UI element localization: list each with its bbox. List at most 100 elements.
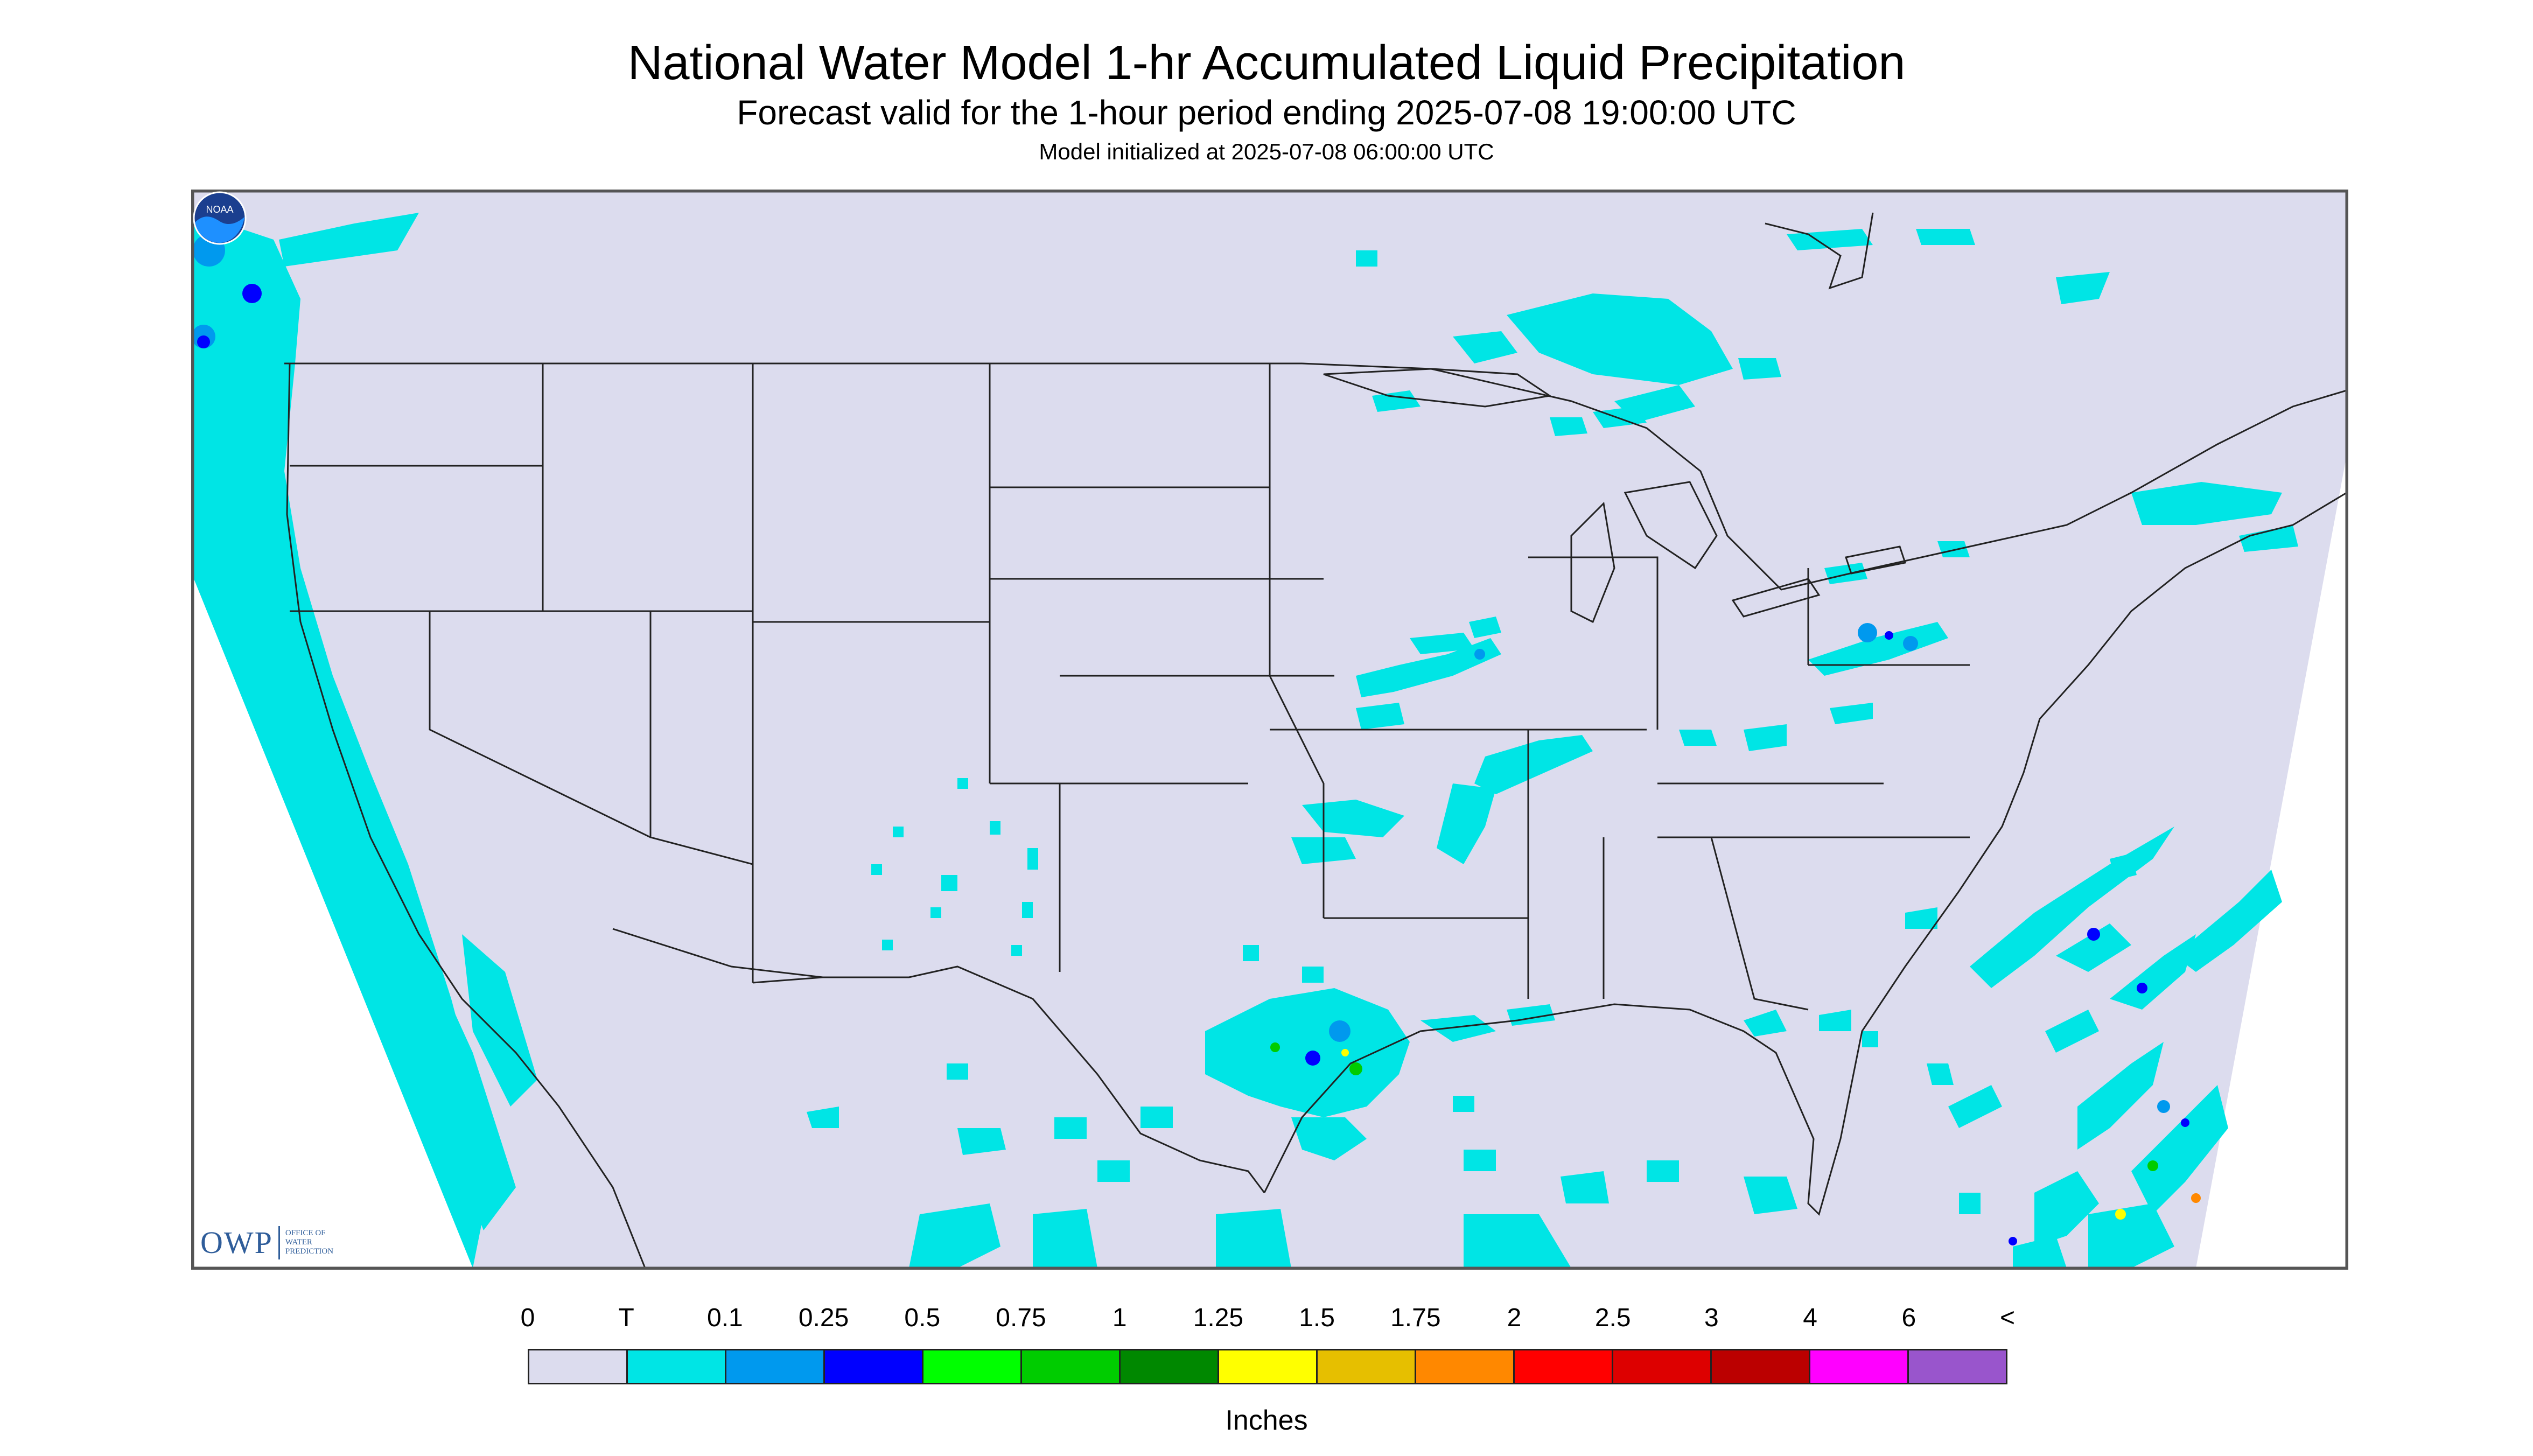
precip-area [1356,250,1377,267]
border-line [1302,362,2347,591]
precip-area [1216,1209,1291,1268]
legend-tick-label: 0.5 [904,1304,941,1332]
legend-swatch [1121,1350,1219,1383]
legend-tick-label: 1.5 [1299,1304,1335,1332]
precip-area [990,821,1000,835]
precip-area [893,827,904,837]
precip-area [1054,1117,1087,1139]
precip-area [1744,1010,1787,1037]
precip-area [1027,848,1038,870]
precip-area [882,940,893,950]
precip-area [1927,1063,1954,1085]
coastline [286,363,646,1268]
precip-cell [1329,1020,1351,1042]
precip-area [930,907,941,918]
precip-area [1679,730,1717,746]
precip-area [1011,945,1022,956]
map-canvas [193,191,2347,1268]
legend-swatch [1416,1350,1515,1383]
precip-area [1022,902,1033,918]
legend-tick-label: T [618,1304,634,1332]
border-line [1710,837,1809,1011]
precip-area [279,213,419,267]
legend-swatch [1022,1350,1121,1383]
precip-area [947,1063,968,1080]
precip-area [1474,735,1593,794]
precip-area [2056,272,2110,304]
precip-cell [2157,1100,2170,1113]
precip-area [1937,541,1970,557]
precip-area [1905,907,1937,929]
precip-area [1421,1015,1496,1042]
precip-cell [1903,636,1918,651]
precip-area [1302,967,1324,983]
precip-area [1464,1214,1571,1268]
legend-swatch [1219,1350,1318,1383]
precip-area [1464,1150,1496,1171]
precip-area [1744,724,1787,751]
precip-area [1356,703,1404,730]
precip-cell [197,335,210,348]
map-frame [193,191,2347,1268]
precip-layer [193,213,2298,1268]
legend-tick-label: < [1999,1304,2016,1332]
precip-area [1291,1117,1367,1160]
precip-area [941,875,957,891]
precip-area [2056,923,2131,972]
precip-area [1437,783,1496,864]
precip-area [957,1128,1006,1155]
legend-swatch [825,1350,923,1383]
precip-area [1410,633,1474,654]
precip-area [1744,1177,1797,1214]
precip-area [1647,1160,1679,1182]
border-line [612,928,1265,1193]
legend-swatch [1712,1350,1810,1383]
political-borders [284,212,2347,1268]
legend-swatch [1515,1350,1613,1383]
precip-area [2174,870,2282,972]
precip-area [807,1107,839,1128]
precip-area [2239,525,2298,552]
legend-tick-label: 1 [1112,1304,1127,1332]
precip-area [1550,417,1587,436]
precip-cell [2137,983,2147,993]
precip-cell [2181,1118,2189,1127]
legend-swatch [1909,1350,2006,1383]
precip-cell [1349,1062,1362,1075]
coastline [1765,212,1874,290]
precip-cell [2191,1193,2201,1203]
precip-area [2088,1203,2174,1268]
model-init-text: Model initialized at 2025-07-08 06:00:00… [1039,139,1494,164]
owp-logo-divider [278,1226,280,1259]
precip-area [1808,622,1948,676]
precip-cell [2147,1160,2158,1171]
legend-swatch [529,1350,628,1383]
legend-tick-label: 6 [1901,1304,1916,1332]
legend-swatch [1318,1350,1416,1383]
precip-area [871,864,882,875]
precip-area [1453,1096,1474,1112]
precip-area [1140,1107,1173,1128]
precip-cell [2115,1209,2126,1220]
precip-area [2110,934,2196,1010]
lake-outline [1731,578,1821,618]
precip-cell [1858,623,1877,642]
legend-tick-label: 0.25 [798,1304,849,1332]
precip-area [2131,482,2282,525]
precip-area [2131,1085,2228,1214]
lake-outline [1624,481,1718,570]
legend-tick-label: 1.25 [1193,1304,1244,1332]
precip-area [1033,1209,1097,1268]
legend-tick-label: 3 [1704,1304,1719,1332]
lake-outline [1323,368,1552,408]
precip-cell [1305,1051,1320,1066]
precip-area [909,1203,1000,1268]
noaa-logo-mark: NOAA [206,204,233,215]
owp-logo-mark: OWP [200,1225,273,1260]
precip-area [1243,945,1259,961]
border-line [752,976,823,984]
legend-units: Inches [1225,1405,1308,1436]
precip-area [462,934,537,1107]
border-line [429,611,651,838]
precip-area [2034,1171,2099,1247]
